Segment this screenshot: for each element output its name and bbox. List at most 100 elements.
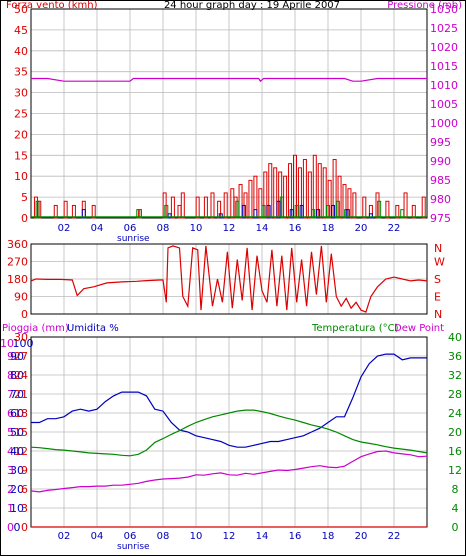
hour-tick-label: 14 — [256, 223, 269, 234]
wind-bar — [258, 188, 263, 219]
direction-tick-label: 180 — [7, 273, 28, 286]
inner-tick-label: 30 — [14, 331, 28, 344]
humidity-tick-label: 50 — [10, 426, 24, 439]
temperature-tick-label: 32 — [448, 369, 462, 382]
temperature-tick-label: 20 — [448, 426, 462, 439]
wind-bar — [91, 204, 96, 219]
dewpoint-line — [30, 450, 428, 493]
wind-bar — [289, 209, 294, 219]
wind-bar — [322, 167, 327, 219]
hour-tick-label: 02 — [58, 223, 71, 234]
humidity-tick-label: 90 — [10, 350, 24, 363]
humidity-tick-label: 10 — [10, 502, 24, 515]
temperature-tick-label: 0 — [452, 521, 459, 534]
inner-tick-label: 27 — [14, 350, 28, 363]
hour-tick-label: 08 — [157, 223, 170, 234]
hour-tick-label: 06 — [124, 531, 137, 542]
wind-tick-label: 45 — [14, 24, 28, 37]
hour-tick-label: 16 — [289, 531, 302, 542]
temperature-tick-label: 40 — [448, 331, 462, 344]
hour-tick-label: 22 — [388, 223, 401, 234]
hour-tick-label: 12 — [223, 531, 236, 542]
temperature-axis-label: Temperatura (°C) — [311, 323, 399, 334]
direction-compass-label: E — [434, 291, 441, 304]
wind-bar — [167, 213, 172, 219]
pressure-tick-label: 1005 — [430, 98, 458, 111]
wind-bar — [299, 204, 304, 219]
rain-tick-label: 6 — [7, 407, 14, 420]
direction-panel-border — [30, 243, 428, 315]
hour-tick-label: 06 — [124, 223, 137, 234]
hour-tick-label: 20 — [355, 531, 368, 542]
direction-tick-label: 270 — [7, 256, 28, 269]
wind-bar — [345, 209, 350, 219]
wind-bar — [261, 204, 266, 219]
wind-panel-border — [30, 8, 428, 219]
hour-tick-label: 18 — [322, 531, 335, 542]
inner-tick-label: 15 — [14, 426, 28, 439]
wind-bar — [195, 196, 200, 219]
inner-tick-label: 9 — [21, 464, 28, 477]
wind-bar — [421, 196, 426, 219]
wind-tick-label: 5 — [21, 191, 28, 204]
rain-tick-label: 3 — [7, 464, 14, 477]
chart-title: 24 hour graph day : 19 Aprile 2007 — [164, 0, 340, 11]
wind-bar — [400, 209, 405, 219]
humidity-tick-label: 60 — [10, 407, 24, 420]
pressure-tick-label: 1010 — [430, 79, 458, 92]
temperature-tick-label: 28 — [448, 388, 462, 401]
rain-tick-label: 2 — [7, 483, 14, 496]
wind-axis-label: Forza vento (kmh) — [6, 0, 98, 11]
wind-bar — [273, 167, 278, 219]
hour-tick-label: 08 — [157, 531, 170, 542]
wind-bar — [253, 209, 258, 219]
wind-tick-label: 30 — [14, 87, 28, 100]
humidity-tick-label: 20 — [10, 483, 24, 496]
wind-bar — [294, 204, 299, 219]
wind-bar — [316, 209, 321, 219]
wind-bar — [326, 204, 330, 219]
wind-tick-label: 15 — [14, 149, 28, 162]
pressure-tick-label: 1020 — [430, 41, 458, 54]
wind-tick-label: 25 — [14, 108, 28, 121]
direction-tick-label: 90 — [14, 291, 28, 304]
wind-bar — [266, 204, 271, 219]
hour-tick-label: 10 — [190, 531, 203, 542]
inner-tick-label: 6 — [21, 483, 28, 496]
temperature-tick-label: 36 — [448, 350, 462, 363]
hour-tick-label: 14 — [256, 531, 269, 542]
rain-tick-label: 10 — [0, 337, 14, 350]
rain-tick-label: 5 — [7, 426, 14, 439]
wind-bar — [203, 196, 208, 219]
rain-tick-label: 7 — [7, 388, 14, 401]
wind-bar — [164, 204, 169, 219]
wind-bar — [352, 192, 357, 219]
temperature-tick-label: 4 — [452, 502, 459, 515]
humidity-tick-label: 0 — [14, 521, 21, 534]
pressure-tick-label: 1030 — [430, 3, 458, 16]
humidity-tick-label: 40 — [10, 445, 24, 458]
wind-bar — [248, 179, 253, 219]
wind-bar — [368, 213, 373, 219]
rain-tick-label: 0 — [7, 521, 14, 534]
pressure-tick-label: 985 — [430, 174, 451, 187]
wind-bar — [53, 204, 58, 219]
pressure-tick-label: 1000 — [430, 117, 458, 130]
direction-line — [30, 245, 428, 313]
wind-bar — [311, 209, 316, 219]
temperature-tick-label: 24 — [448, 407, 462, 420]
hour-tick-label: 22 — [388, 531, 401, 542]
inner-tick-label: 18 — [14, 407, 28, 420]
humidity-tick-label: 100 — [13, 337, 34, 350]
rain-tick-label: 9 — [7, 350, 14, 363]
wind-bar — [330, 204, 335, 219]
rain-tick-label: 8 — [7, 369, 14, 382]
wind-bar — [276, 200, 281, 219]
wind-bar — [411, 204, 416, 219]
hour-tick-label: 20 — [355, 223, 368, 234]
direction-compass-label: N — [434, 308, 442, 321]
inner-tick-label: 0 — [21, 521, 28, 534]
wind-tick-label: 20 — [14, 128, 28, 141]
